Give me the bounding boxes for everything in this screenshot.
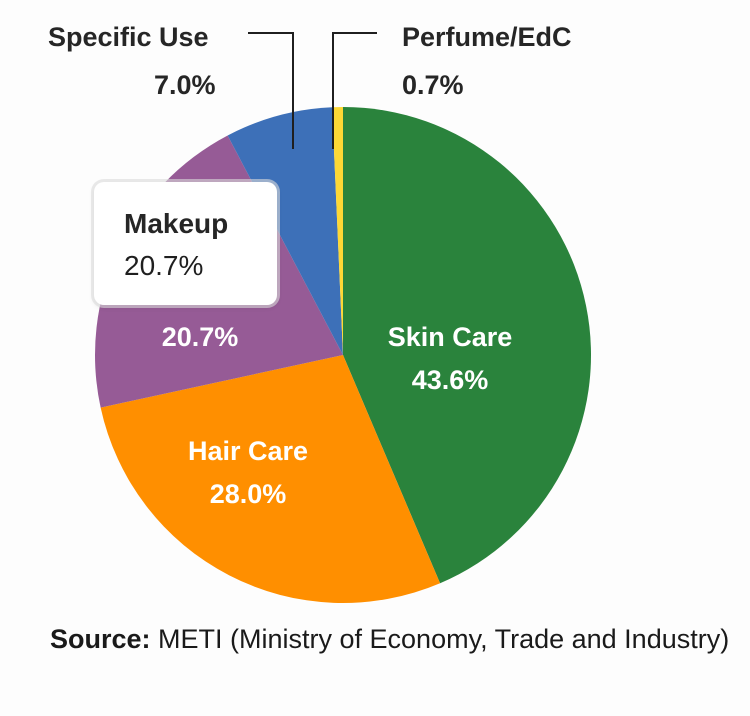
pie-slice-skin-care[interactable]: [343, 107, 591, 584]
pie-slice-perfume-edc[interactable]: [332, 107, 343, 355]
skin-care-label: Skin Care: [388, 322, 513, 352]
specific-use-leader-line: [248, 32, 294, 149]
pie-slice-specific-use[interactable]: [227, 107, 343, 355]
tooltip-value: 20.7%: [124, 250, 204, 281]
tooltip-name: Makeup: [124, 208, 229, 239]
makeup-value: 20.7%: [162, 322, 239, 352]
source-note: Source: METI (Ministry of Economy, Trade…: [50, 618, 730, 660]
perfume-callout-name: Perfume/EdC: [402, 22, 572, 52]
perfume-leader-line: [332, 32, 377, 149]
hair-care-value: 28.0%: [210, 479, 287, 509]
specific-use-callout-value: 7.0%: [154, 70, 216, 100]
specific-use-callout-name: Specific Use: [48, 22, 209, 52]
pie-slice-hair-care[interactable]: [100, 355, 441, 603]
source-text: METI (Ministry of Economy, Trade and Ind…: [150, 624, 730, 654]
hair-care-label: Hair Care: [188, 436, 308, 466]
source-label: Source:: [50, 624, 151, 654]
skin-care-value: 43.6%: [412, 365, 489, 395]
makeup-tooltip: Makeup 20.7%: [94, 182, 277, 305]
perfume-callout-value: 0.7%: [402, 70, 464, 100]
